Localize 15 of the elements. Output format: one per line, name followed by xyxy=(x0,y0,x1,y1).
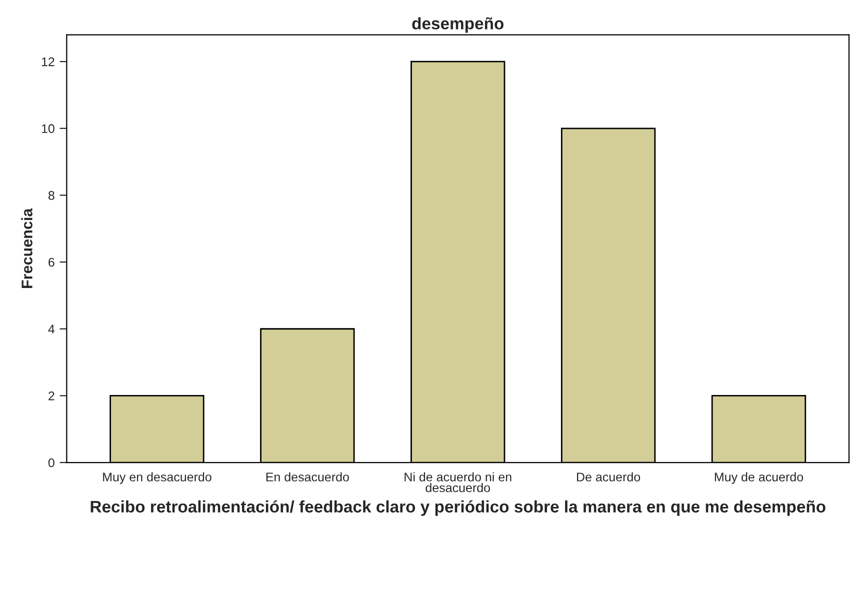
y-tick-label: 12 xyxy=(42,57,54,66)
y-tick-label: 0 xyxy=(48,458,54,468)
y-tick-label: 2 xyxy=(48,392,54,400)
y-tick-label: 4 xyxy=(48,324,55,334)
x-tick-label: En desacuerdo xyxy=(266,472,349,482)
y-tick-label: 10 xyxy=(42,124,54,134)
x-tick-label: Muy en desacuerdo xyxy=(103,472,212,484)
y-tick-label: 8 xyxy=(48,191,54,200)
y-axis-title: Frecuencia xyxy=(21,208,32,288)
chart-title: desempeño xyxy=(412,17,504,33)
x-tick-label: Muy de acuerdo xyxy=(714,472,804,484)
y-tick-label: 6 xyxy=(48,258,54,267)
x-tick-label: Ni de acuerdo ni en desacuerdo xyxy=(404,472,512,492)
x-axis-title: Recibo retroalimentación/ feedback claro y periódico sobre la manera en que me desempeño xyxy=(90,500,826,516)
x-tick-label: De acuerdo xyxy=(577,472,640,482)
